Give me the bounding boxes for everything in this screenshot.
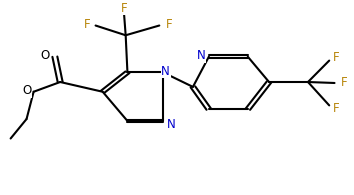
- Text: F: F: [121, 2, 128, 15]
- Text: N: N: [161, 65, 170, 78]
- Text: F: F: [341, 76, 348, 90]
- Text: F: F: [333, 102, 339, 115]
- Text: F: F: [333, 51, 339, 64]
- Text: F: F: [166, 18, 172, 31]
- Text: N: N: [197, 49, 205, 62]
- Text: F: F: [84, 18, 90, 31]
- Text: N: N: [167, 118, 176, 131]
- Text: O: O: [23, 84, 32, 97]
- Text: O: O: [40, 49, 50, 62]
